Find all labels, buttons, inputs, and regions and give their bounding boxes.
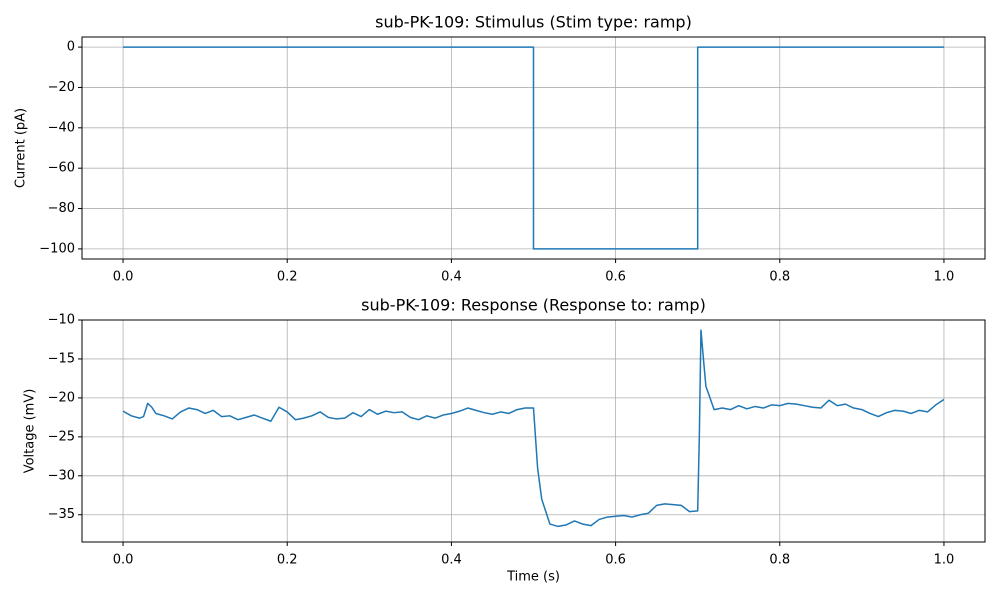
y-tick-label: −20 <box>48 390 75 405</box>
x-tick-label: 1.0 <box>934 270 955 285</box>
axes-frame <box>81 36 986 260</box>
y-tick-label: −60 <box>48 161 75 176</box>
x-tick-label: 0.6 <box>605 553 626 568</box>
y-tick-label: 0 <box>67 40 75 55</box>
x-tick-label: 0.8 <box>769 553 790 568</box>
x-tick-label: 0.4 <box>441 270 462 285</box>
chart-title: sub-PK-109: Stimulus (Stim type: ramp) <box>375 13 692 32</box>
y-axis-label: Current (pA) <box>14 108 29 188</box>
x-tick-label: 1.0 <box>934 553 955 568</box>
axes-frame <box>81 319 986 543</box>
y-tick-label: −80 <box>48 201 75 216</box>
x-tick-label: 0.0 <box>113 270 134 285</box>
y-tick-label: −15 <box>48 351 75 366</box>
x-tick-label: 0.0 <box>113 553 134 568</box>
chart-title: sub-PK-109: Response (Response to: ramp) <box>361 296 706 315</box>
y-tick-label: −30 <box>48 468 75 483</box>
y-tick-label: −10 <box>48 313 75 328</box>
trace <box>122 329 945 528</box>
y-tick-label: −35 <box>48 507 75 522</box>
x-tick-label: 0.4 <box>441 553 462 568</box>
trace <box>123 46 944 250</box>
y-tick-label: −20 <box>48 80 75 95</box>
y-tick-label: −25 <box>48 429 75 444</box>
x-tick-label: 0.2 <box>277 270 298 285</box>
x-tick-label: 0.8 <box>769 270 790 285</box>
y-tick-label: −100 <box>39 241 75 256</box>
x-tick-label: 0.2 <box>277 553 298 568</box>
y-tick-label: −40 <box>48 120 75 135</box>
x-tick-label: 0.6 <box>605 270 626 285</box>
y-axis-label: Voltage (mV) <box>23 389 38 474</box>
x-axis-label: Time (s) <box>506 570 560 585</box>
